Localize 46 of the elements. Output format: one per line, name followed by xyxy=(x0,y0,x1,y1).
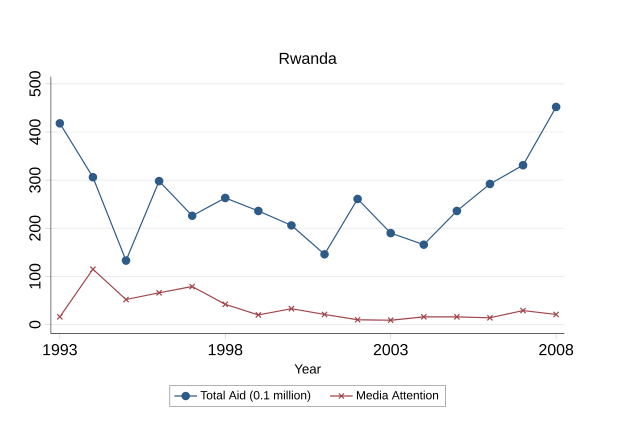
y-tick-label: 100 xyxy=(29,264,41,288)
point xyxy=(387,316,394,324)
y-tick-label: 300 xyxy=(29,167,41,193)
point xyxy=(354,316,361,323)
point xyxy=(552,311,560,318)
point xyxy=(420,314,428,320)
y-tick-label: 500 xyxy=(29,71,41,96)
point xyxy=(288,305,295,312)
y-tick-label: 200 xyxy=(29,216,41,241)
x-axis-title: Year xyxy=(294,364,321,374)
point xyxy=(287,221,296,230)
point xyxy=(353,194,362,204)
point xyxy=(486,314,494,322)
point xyxy=(552,102,560,112)
point xyxy=(320,250,329,259)
point xyxy=(321,311,328,318)
point xyxy=(88,172,98,182)
point xyxy=(255,312,262,318)
point xyxy=(386,228,396,238)
point xyxy=(156,290,162,296)
legend-label: Total Aid (0.1 million) xyxy=(200,390,310,402)
point xyxy=(56,314,64,320)
legend-label: Media Attention xyxy=(356,390,438,400)
point xyxy=(520,307,526,314)
y-tick-label: 0 xyxy=(29,320,41,328)
x-tick-label: 2008 xyxy=(539,344,574,356)
point xyxy=(122,256,130,265)
point xyxy=(188,283,196,290)
point xyxy=(56,118,64,128)
point xyxy=(486,180,494,188)
point xyxy=(419,240,428,249)
point xyxy=(222,301,228,308)
x-tick-label: 1998 xyxy=(208,344,242,356)
y-tick-label: 400 xyxy=(29,119,41,145)
x-tick-label: 1993 xyxy=(43,344,77,356)
point xyxy=(518,160,528,170)
point xyxy=(452,206,462,216)
point xyxy=(254,206,263,216)
x-tick-label: 2003 xyxy=(374,344,408,356)
point xyxy=(154,176,164,186)
chart-title: Rwanda xyxy=(280,52,337,64)
point xyxy=(220,194,230,202)
point xyxy=(90,266,96,272)
point xyxy=(454,314,460,320)
point xyxy=(122,296,130,303)
point xyxy=(188,211,196,220)
